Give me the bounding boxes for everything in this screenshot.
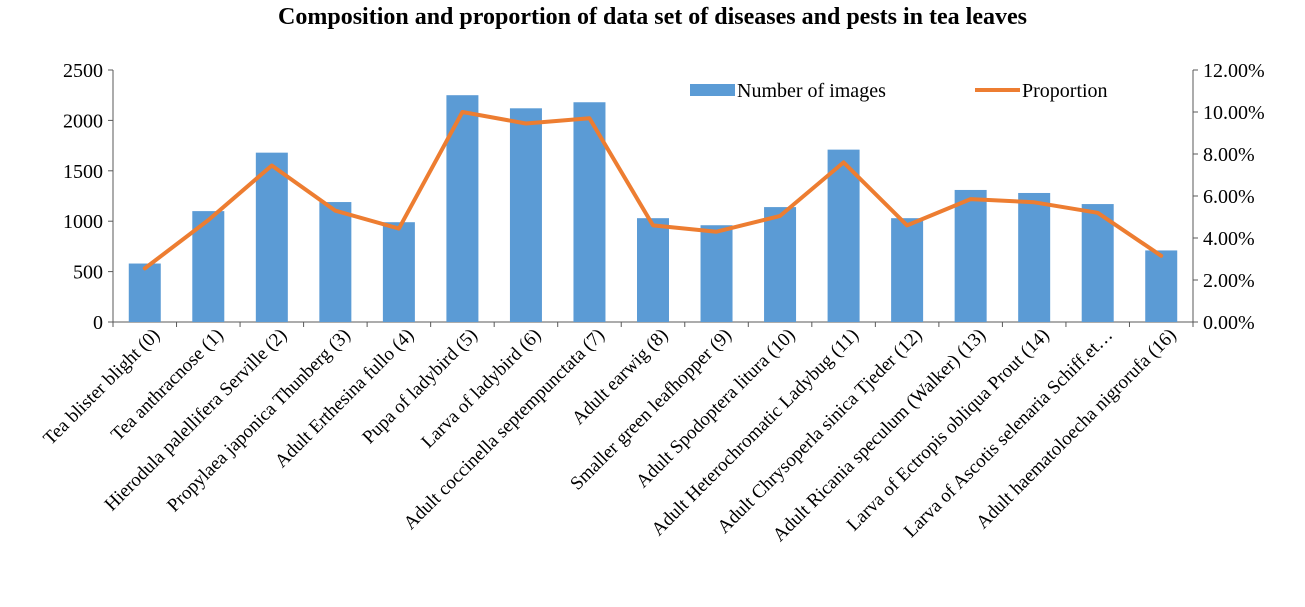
y-tick-label-right: 12.00%	[1203, 60, 1265, 82]
line-series	[142, 110, 1164, 271]
bar	[1145, 250, 1178, 322]
category-labels: Tea blister blight (0)Tea anthracnose (1…	[39, 325, 1180, 546]
bar	[255, 152, 288, 322]
y-tick-label-right: 10.00%	[1203, 102, 1265, 124]
chart-title: Composition and proportion of data set o…	[278, 4, 1027, 30]
y-tick-label-right: 2.00%	[1203, 270, 1255, 292]
bar	[700, 225, 733, 322]
bar	[382, 222, 415, 322]
legend-label-proportion: Proportion	[1022, 80, 1108, 102]
y-tick-label-right: 6.00%	[1203, 186, 1255, 208]
x-tick-label: Pupa of ladybird (5)	[358, 325, 481, 448]
tick-labels: 0 500 1000 1500 2000 2500 0.00% 2.00% 4.00% 6.00%…	[63, 60, 1265, 334]
y-tick-label-left: 500	[73, 262, 103, 284]
proportion-line	[142, 110, 1164, 271]
bar	[954, 189, 987, 322]
bar	[637, 218, 669, 322]
y-tick-label-left: 0	[93, 312, 103, 334]
bar	[128, 263, 161, 322]
y-tick-label-right: 8.00%	[1203, 144, 1255, 166]
y-tick-label-left: 1500	[63, 161, 103, 183]
y-tick-label-left: 2500	[63, 60, 103, 82]
y-tick-label-right: 4.00%	[1203, 228, 1255, 250]
legend-label-number-of-images: Number of images	[737, 80, 886, 102]
x-tick-label: Tea anthracnose (1)	[107, 325, 228, 446]
bar-series	[128, 95, 1178, 322]
bar	[827, 149, 860, 322]
bar	[1018, 192, 1051, 322]
bar	[891, 218, 924, 322]
bar	[764, 207, 797, 322]
bar	[1081, 204, 1114, 322]
y-tick-label-left: 2000	[63, 110, 103, 132]
y-tick-label-left: 1000	[63, 211, 103, 233]
bar	[319, 202, 352, 322]
x-tick-label: Tea blister blight (0)	[39, 325, 164, 450]
y-tick-label-right: 0.00%	[1203, 312, 1255, 334]
x-tick-label: Larva of ladybird (6)	[417, 325, 545, 453]
legend: Number of images Proportion	[690, 80, 1108, 102]
bar	[509, 108, 542, 322]
legend-swatch-number-of-images	[690, 84, 735, 96]
